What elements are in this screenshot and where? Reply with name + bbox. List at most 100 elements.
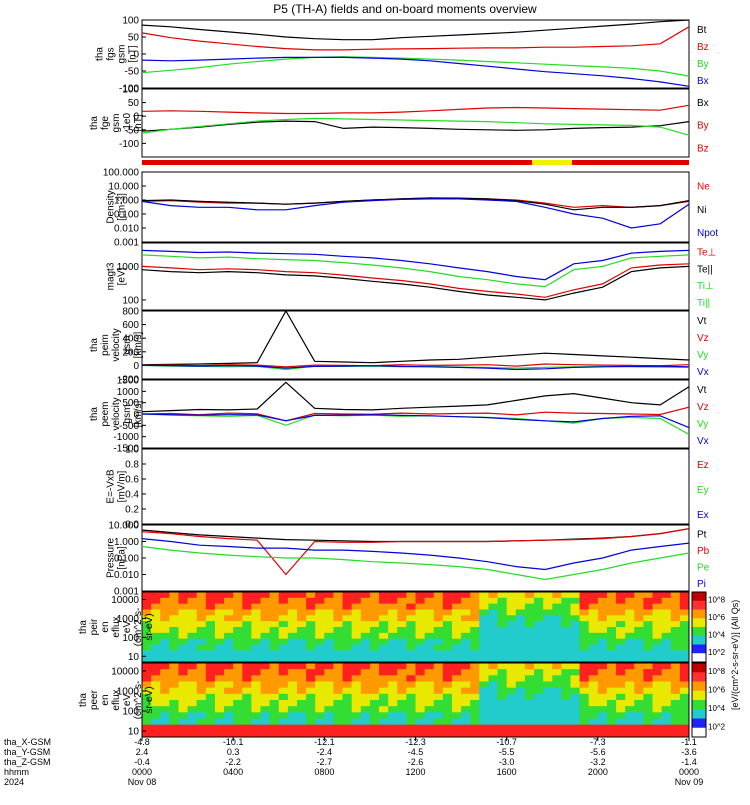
heatmap-cell [142, 621, 152, 628]
heatmap-cell [479, 693, 489, 701]
heatmap-cell [224, 663, 234, 670]
heatmap-cell [287, 644, 298, 651]
heatmap-cell [424, 724, 435, 732]
heatmap-cell [424, 632, 435, 640]
legend-label-Bt: Bt [697, 25, 707, 36]
heatmap-cell [479, 621, 489, 628]
heatmap-cell [315, 592, 325, 599]
heatmap-cell [579, 681, 590, 689]
series-line-By [141, 56, 690, 77]
heatmap-cell [306, 650, 316, 657]
heatmap-cell [205, 597, 216, 605]
heatmap-cell [616, 597, 626, 605]
heatmap-cell [169, 693, 179, 701]
heatmap-cell [415, 638, 426, 645]
heatmap-cell [351, 621, 362, 628]
heatmap-cell [187, 712, 198, 719]
heatmap-cell [625, 597, 635, 605]
heatmap-cell [351, 712, 362, 719]
heatmap-cell [369, 706, 380, 713]
heatmap-cell [187, 706, 198, 713]
legend-label-Ti||: Ti|| [697, 298, 710, 309]
heatmap-cell [160, 615, 170, 622]
heatmap-cell [187, 700, 198, 707]
ylabel-group: tha fgs gsm [nT] [95, 45, 139, 64]
panel-frame [141, 19, 690, 89]
heatmap-cell [579, 632, 590, 640]
heatmap-cell [579, 712, 590, 719]
heatmap-cell [342, 669, 353, 676]
heatmap-cell [224, 675, 234, 682]
heatmap-cell [488, 712, 499, 719]
heatmap-cell [461, 700, 471, 707]
ytick-label: 50 [128, 98, 140, 109]
heatmap-cell [205, 650, 216, 657]
heatmap-cell [479, 632, 489, 640]
series-line-Te⊥ [141, 263, 690, 298]
heatmap-cell [306, 615, 316, 622]
heatmap-cell [625, 687, 635, 695]
heatmap-cell [151, 712, 161, 719]
heatmap-cell [616, 638, 626, 645]
heatmap-cell [333, 700, 344, 707]
heatmap-cell [424, 621, 435, 628]
heatmap-cell [679, 706, 690, 713]
heatmap-cell [461, 669, 471, 676]
heatmap-cell [433, 687, 444, 695]
heatmap-cell [324, 687, 334, 695]
heatmap-cell [360, 656, 371, 663]
heatmap-cell [388, 656, 398, 663]
heatmap-cell [187, 718, 198, 726]
heatmap-cell [278, 706, 289, 713]
heatmap-cell [306, 730, 316, 738]
heatmap-cell [652, 687, 663, 695]
xaxis-value: 0000 [679, 767, 699, 777]
xaxis-value: -0.4 [134, 757, 150, 767]
heatmap-cell [242, 706, 252, 713]
heatmap-cell [625, 712, 635, 719]
heatmap-cell [397, 592, 407, 599]
heatmap-cell [224, 632, 234, 640]
heatmap-cell [306, 609, 316, 616]
heatmap-cell [515, 730, 526, 738]
heatmap-cell [506, 663, 517, 670]
heatmap-cell [524, 693, 535, 701]
heatmap-cell [524, 663, 535, 670]
heatmap-cell [497, 650, 508, 657]
heatmap-cell [342, 632, 353, 640]
heatmap-cell [497, 621, 508, 628]
heatmap-cell [178, 669, 189, 676]
heatmap-cell [679, 621, 690, 628]
heatmap-cell [470, 621, 480, 628]
heatmap-cell [406, 700, 416, 707]
heatmap-cell [224, 627, 234, 634]
heatmap-cell [196, 706, 207, 713]
heatmap-cell [379, 718, 389, 726]
heatmap-cell [451, 609, 462, 616]
heatmap-cell [479, 644, 489, 651]
heatmap-cell [315, 693, 325, 701]
heatmap-cell [561, 597, 571, 605]
heatmap-cell [515, 681, 526, 689]
heatmap-cell [214, 609, 225, 616]
heatmap-cell [652, 603, 663, 610]
heatmap-cell [278, 621, 289, 628]
heatmap-cell [187, 730, 198, 738]
heatmap-cell [315, 644, 325, 651]
heatmap-cell [616, 609, 626, 616]
panel-frame [141, 591, 690, 663]
heatmap-cell [552, 730, 562, 738]
heatmap-cell [424, 663, 435, 670]
ytick-label: -50 [125, 67, 140, 78]
heatmap-cell [570, 700, 581, 707]
heatmap-cell [324, 718, 334, 726]
ylabel-line: gsm [111, 114, 122, 133]
heatmap-cell [287, 627, 298, 634]
heatmap-cell [187, 675, 198, 682]
colorbar-tick-label: 10^6 [708, 686, 726, 695]
heatmap-cell [169, 597, 179, 605]
ylabel-line: gsm [117, 45, 128, 64]
heatmap-cell [205, 638, 216, 645]
heatmap-cell [670, 718, 681, 726]
heatmap-cell [151, 669, 161, 676]
